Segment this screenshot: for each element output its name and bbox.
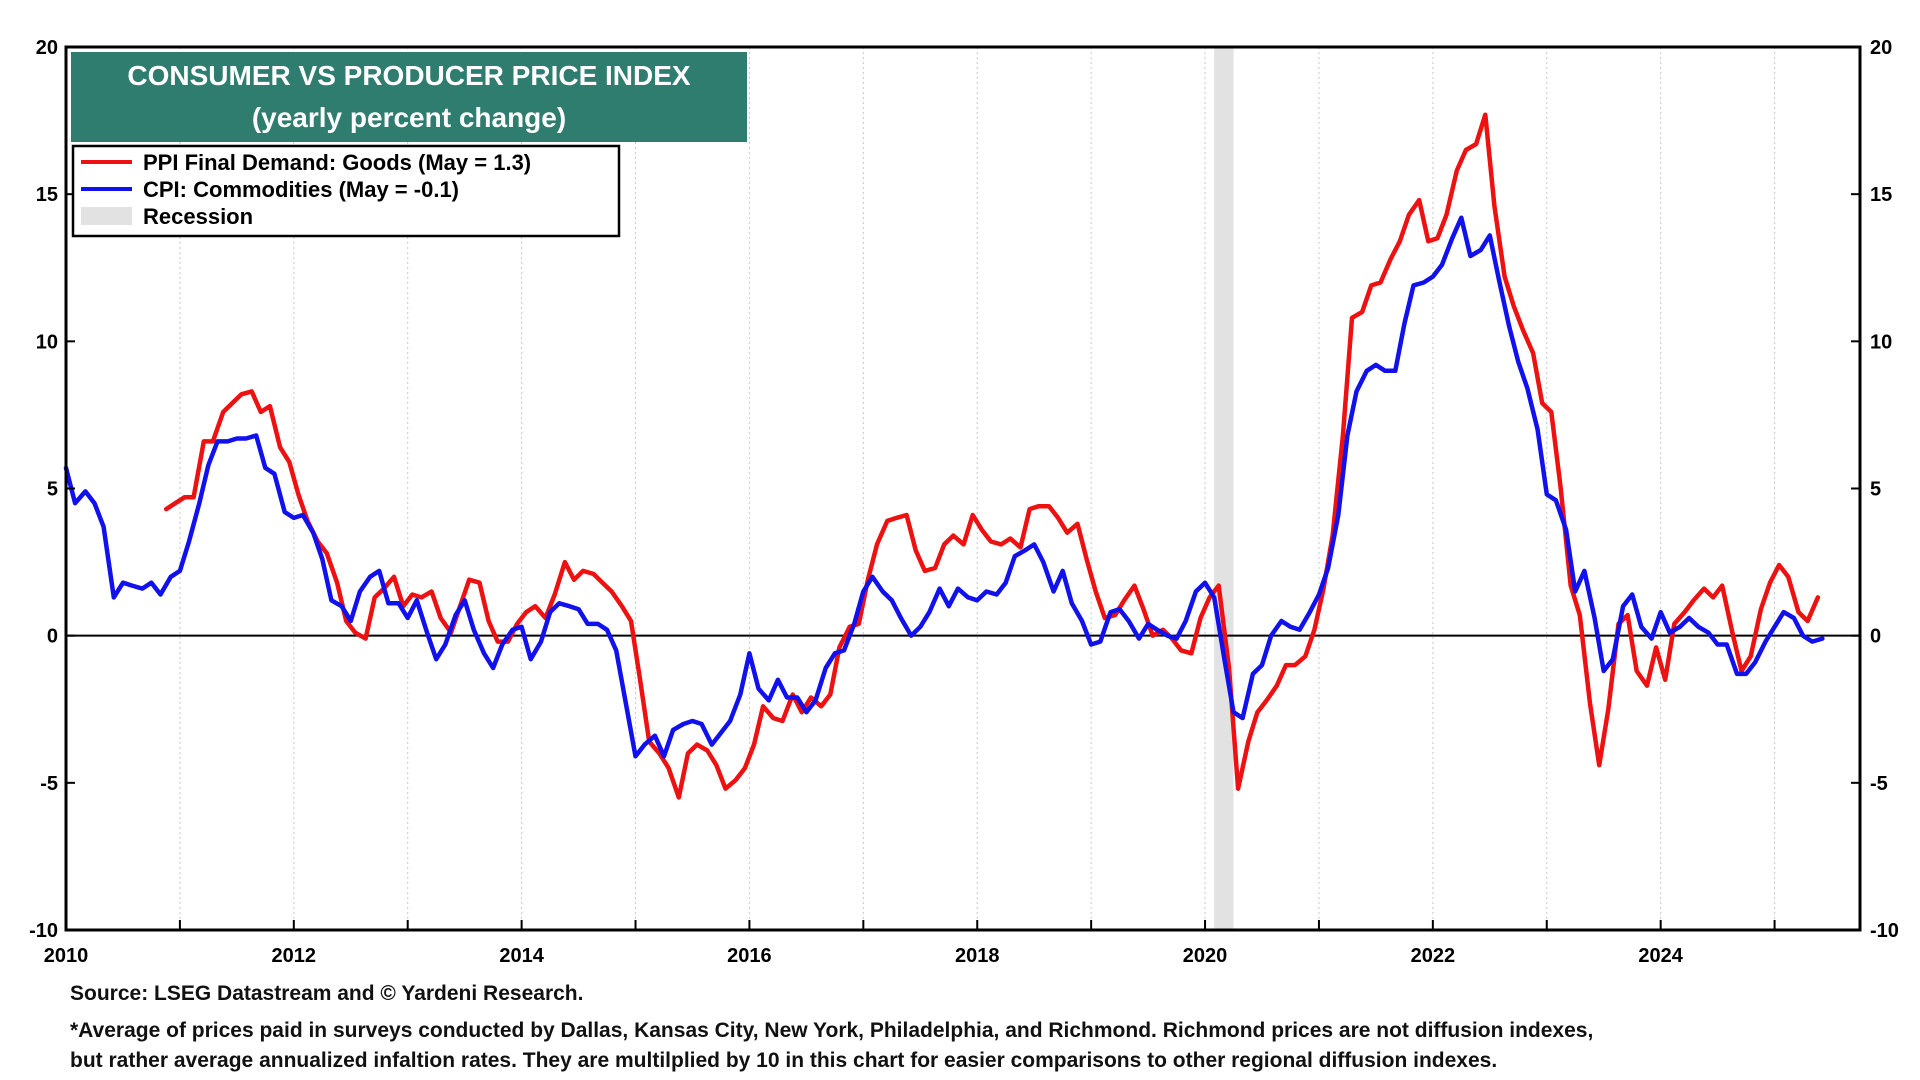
x-tick-label: 2022 [1411,945,1456,967]
source-note: Source: LSEG Datastream and © Yardeni Re… [70,982,584,1005]
legend-swatch-recession [81,207,132,225]
y-axis-right: -10 -5 0 5 10 15 20 [1851,37,1899,942]
y-tick-label-left: 10 [36,331,58,353]
legend-label-ppi: PPI Final Demand: Goods (May = 1.3) [143,150,531,175]
x-axis: 2010 2012 2014 2016 2018 2020 2022 2024 [44,920,1776,967]
y-tick-label-left: 5 [47,479,58,501]
footnote-line-1: *Average of prices paid in surveys condu… [70,1019,1594,1042]
y-tick-label-right: 0 [1870,626,1881,648]
series-line-cpi [63,215,1825,759]
y-axis-left: -10 -5 0 5 10 15 20 [29,37,75,942]
y-tick-label-left: 0 [47,626,58,648]
recession-band [1214,47,1234,930]
y-tick-label-right: 20 [1870,37,1892,59]
y-tick-label-right: -5 [1870,773,1888,795]
chart-subtitle: (yearly percent change) [252,102,566,133]
footnote-line-2: but rather average annualized infaltion … [70,1049,1498,1072]
y-tick-label-right: 15 [1870,184,1892,206]
chart: -10 -5 0 5 10 15 20 -10 -5 0 5 10 15 20 2010 2012 2014… [29,37,1899,967]
x-tick-label: 2020 [1183,945,1228,967]
y-tick-label-left: -5 [40,773,58,795]
series-line-ppi [163,112,1821,800]
legend-label-recession: Recession [143,204,253,229]
recession-bands [1214,47,1234,930]
title-box [71,52,747,142]
x-tick-label: 2012 [272,945,317,967]
y-tick-label-right: -10 [1870,920,1899,942]
series-lines [63,112,1825,800]
x-tick-label: 2016 [727,945,772,967]
legend-box [71,144,621,238]
x-tick-label: 2010 [44,945,89,967]
y-tick-label-left: -10 [29,920,58,942]
x-tick-label: 2024 [1638,945,1683,967]
y-tick-label-left: 15 [36,184,58,206]
y-tick-label-right: 5 [1870,479,1881,501]
y-tick-label-right: 10 [1870,331,1892,353]
x-tick-label: 2018 [955,945,1000,967]
chart-title: CONSUMER VS PRODUCER PRICE INDEX [127,60,691,91]
x-tick-label: 2014 [499,945,544,967]
legend-label-cpi: CPI: Commodities (May = -0.1) [143,177,459,202]
y-tick-label-left: 20 [36,37,58,59]
